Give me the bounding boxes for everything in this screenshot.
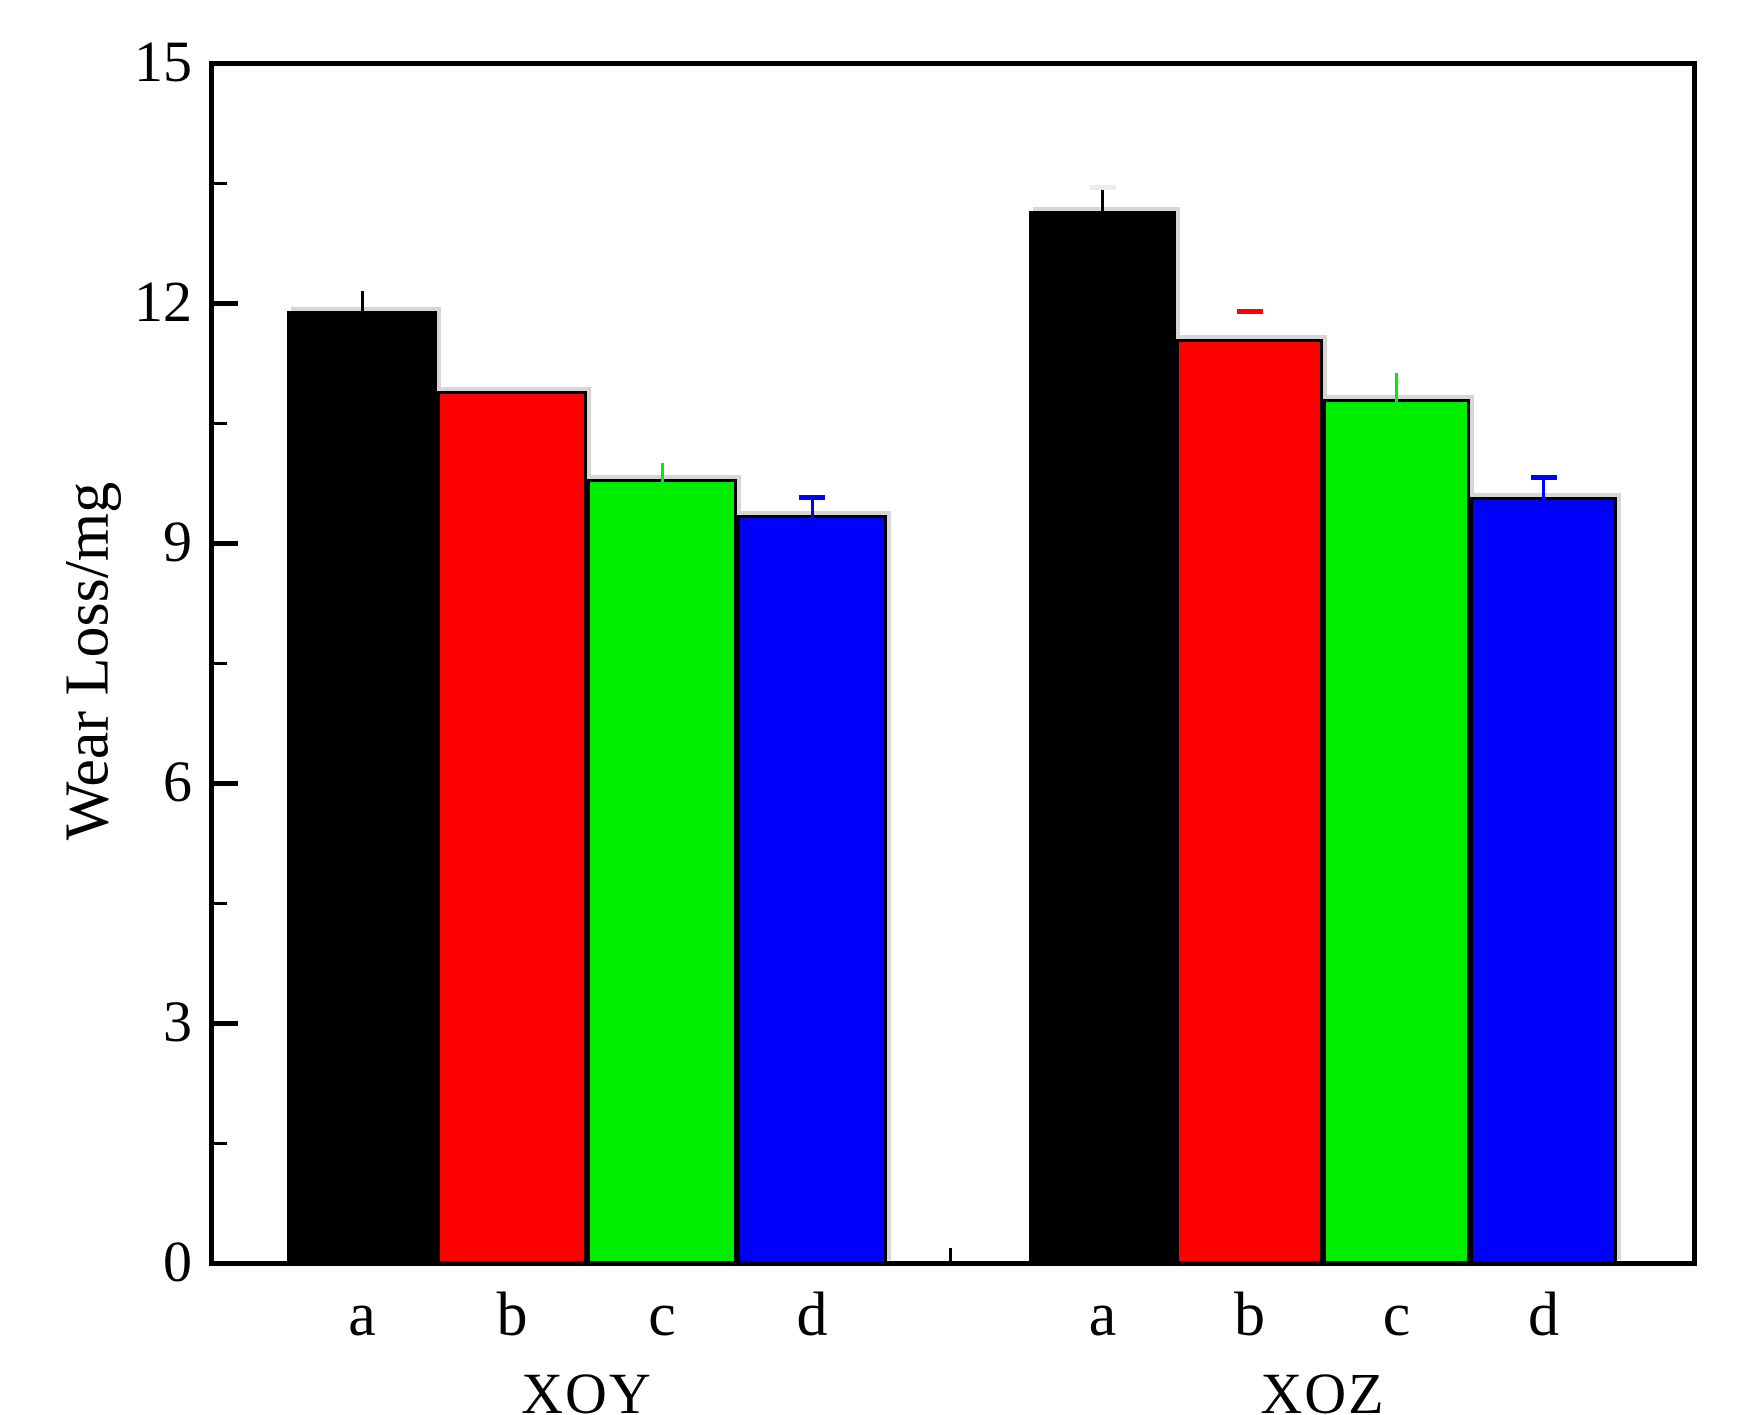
error-cap-XOZ-b bbox=[1236, 309, 1263, 314]
category-label-XOY-c: c bbox=[648, 1281, 676, 1349]
group-label-XOZ: XOZ bbox=[1260, 1361, 1386, 1415]
ytick-major-0 bbox=[214, 1260, 238, 1266]
ytick-major-12 bbox=[214, 300, 238, 306]
ytick-major-15 bbox=[214, 60, 238, 66]
category-label-XOZ-a: a bbox=[1088, 1281, 1117, 1349]
error-cap-XOY-d bbox=[799, 495, 825, 501]
bar-XOY-d bbox=[737, 515, 887, 1264]
ytick-minor-1.5 bbox=[214, 1141, 227, 1145]
category-label-XOZ-c: c bbox=[1382, 1281, 1411, 1349]
bar-XOZ-b bbox=[1176, 339, 1323, 1264]
error-whisker-XOZ-c bbox=[1395, 373, 1398, 413]
bar-XOY-b bbox=[437, 391, 587, 1264]
group-label-XOY: XOY bbox=[521, 1361, 653, 1415]
error-cap-XOZ-d bbox=[1530, 474, 1557, 480]
error-whisker-XOZ-a bbox=[1101, 187, 1104, 225]
error-cap-XOZ-a bbox=[1089, 185, 1116, 190]
ytick-major-9 bbox=[214, 540, 238, 546]
xtick-minor-mid bbox=[948, 1248, 952, 1261]
bar-XOY-c bbox=[587, 479, 737, 1264]
ytick-minor-10.5 bbox=[214, 421, 227, 425]
ytick-minor-4.5 bbox=[214, 901, 227, 905]
error-whisker-XOY-c bbox=[660, 463, 664, 493]
category-label-XOZ-d: d bbox=[1528, 1281, 1559, 1349]
y-axis-title: Wear Loss/mg bbox=[53, 481, 122, 841]
ytick-label-15: 15 bbox=[134, 29, 192, 95]
category-label-XOY-d: d bbox=[796, 1281, 828, 1349]
bar-XOZ-d bbox=[1470, 497, 1617, 1264]
bar-XOZ-a bbox=[1029, 211, 1176, 1264]
ytick-major-6 bbox=[214, 780, 238, 786]
bar-XOY-a bbox=[287, 311, 437, 1264]
category-label-XOY-a: a bbox=[348, 1281, 376, 1349]
bar-XOZ-c bbox=[1323, 399, 1470, 1264]
ytick-label-0: 0 bbox=[163, 1229, 192, 1295]
category-label-XOY-b: b bbox=[496, 1281, 528, 1349]
ytick-label-6: 6 bbox=[163, 749, 192, 815]
ytick-minor-7.5 bbox=[214, 661, 227, 665]
ytick-major-3 bbox=[214, 1020, 238, 1026]
ytick-minor-13.5 bbox=[214, 181, 227, 185]
error-whisker-XOZ-d bbox=[1542, 476, 1545, 512]
error-whisker-XOY-d bbox=[810, 497, 814, 529]
category-label-XOZ-b: b bbox=[1234, 1281, 1265, 1349]
ytick-label-12: 12 bbox=[134, 269, 192, 335]
ytick-label-9: 9 bbox=[163, 509, 192, 575]
error-whisker-XOY-a bbox=[360, 291, 364, 325]
ytick-label-3: 3 bbox=[163, 989, 192, 1055]
